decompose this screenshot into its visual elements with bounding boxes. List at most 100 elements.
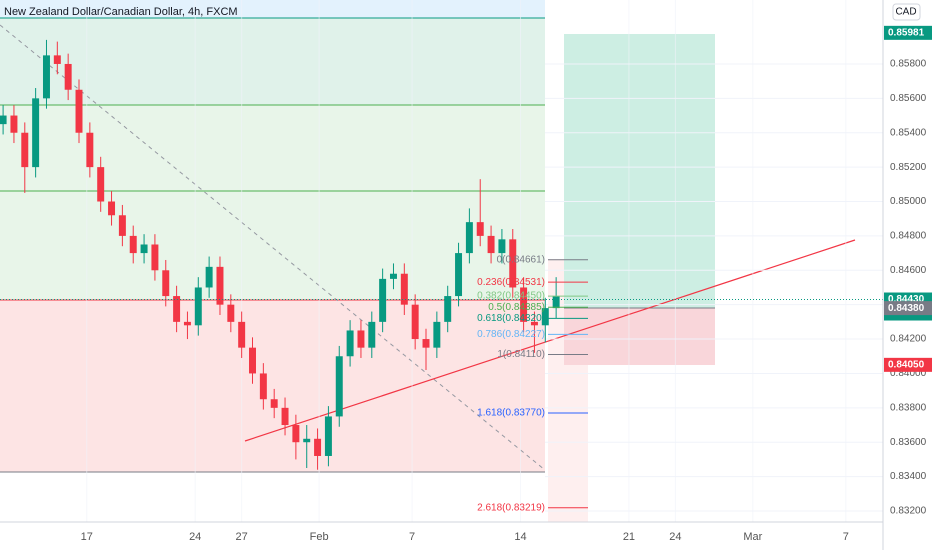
x-tick-label: 7: [843, 531, 849, 543]
candle-body: [346, 330, 354, 357]
candle-body: [422, 339, 430, 348]
candle-body: [541, 308, 549, 326]
profit-zone: [564, 34, 715, 308]
candle-body: [465, 222, 473, 254]
y-tick-label: 0.83800: [890, 402, 927, 413]
candle-body: [118, 215, 126, 236]
loss-zone: [564, 308, 715, 365]
candle-body: [108, 201, 116, 216]
candle-body: [455, 253, 463, 297]
diagonal: [0, 24, 546, 471]
currency: CAD: [895, 7, 916, 18]
fib-label: 0.786(0.84227): [477, 329, 545, 340]
x-tick-label: 21: [623, 531, 635, 543]
candle-body: [151, 244, 159, 271]
fib-label: 2.618(0.83219): [477, 502, 545, 513]
candle-body: [292, 425, 300, 443]
y-tick-label: 0.83600: [890, 437, 927, 448]
x-tick-label: 24: [669, 531, 681, 543]
price-label-box: [884, 357, 932, 372]
candle-body: [281, 407, 289, 426]
candle-body: [10, 115, 18, 133]
x-tick-label: 14: [514, 531, 526, 543]
y-tick-label: 0.85000: [890, 196, 927, 207]
y-tick-label: 0.83400: [890, 471, 927, 482]
candle-body: [476, 222, 484, 236]
candle-body: [389, 273, 397, 279]
candle-body: [97, 167, 105, 202]
candle-body: [162, 270, 170, 297]
price-label: 0.84430: [888, 294, 925, 305]
price-label: 0.84380: [888, 303, 925, 314]
y-tick-label: 0.84800: [890, 231, 927, 242]
candle-body: [314, 438, 322, 456]
fib-label: 0(0.84661): [497, 254, 545, 265]
x-tick-label: Mar: [743, 531, 762, 543]
candle-body: [53, 55, 61, 64]
candle-body: [86, 132, 94, 168]
candle-body: [335, 356, 343, 417]
candle-body: [368, 321, 376, 348]
y-tick-label: 0.85800: [890, 59, 927, 70]
candle-body: [64, 63, 72, 90]
x-tick-label: Feb: [310, 531, 329, 543]
x-tick-label: 17: [81, 531, 93, 543]
price-label: 0.85981: [888, 27, 925, 38]
candle-body: [411, 304, 419, 340]
x-tick-label: 7: [409, 531, 415, 543]
candle-body: [21, 132, 29, 168]
candle-body: [530, 321, 538, 326]
time-axis: [0, 522, 883, 550]
candle-body: [498, 239, 506, 254]
candle-body: [444, 296, 452, 322]
candle-body: [75, 89, 83, 133]
zone: [0, 18, 545, 105]
candle-body: [32, 98, 40, 168]
y-tick-label: 0.84600: [890, 265, 927, 276]
candle-body: [173, 296, 181, 322]
candle-body: [270, 399, 278, 408]
candle-body: [400, 273, 408, 305]
x-tick-label: 24: [189, 531, 201, 543]
zone: [0, 0, 545, 18]
candle-body: [520, 287, 528, 322]
candle-body: [216, 266, 224, 305]
y-tick-label: 0.85200: [890, 162, 927, 173]
price-label-box: [884, 25, 932, 40]
candle-body: [552, 296, 560, 309]
candle-body: [183, 321, 191, 326]
candle-body: [324, 416, 332, 456]
candle-body: [194, 287, 202, 326]
candle-body: [433, 321, 441, 348]
candle-body: [259, 373, 267, 400]
candle-body: [249, 347, 256, 374]
y-tick-label: 0.84200: [890, 334, 927, 345]
candle-body: [42, 55, 50, 99]
fib-label: 0.5(0.84385): [488, 302, 545, 313]
candle-body: [509, 239, 517, 288]
candle-body: [140, 244, 148, 254]
fib-label: 1(0.84110): [497, 349, 545, 360]
candle-body: [0, 115, 7, 125]
y-tick-label: 0.85400: [890, 127, 927, 138]
y-tick-label: 0.83200: [890, 506, 927, 517]
currency-box[interactable]: [892, 3, 921, 21]
price-axis: [883, 0, 932, 550]
candle-body: [303, 438, 311, 443]
candle-body: [487, 235, 495, 254]
fib-label: 1.618(0.83770): [477, 408, 545, 419]
candle-body: [238, 321, 246, 348]
x-tick-label: 27: [236, 531, 248, 543]
fib-label: 0.382(0.84450): [477, 291, 545, 302]
price-label: 0.84050: [888, 359, 925, 370]
candle-body: [379, 278, 387, 322]
y-tick-label: 0.85600: [890, 93, 927, 104]
zone: [0, 105, 545, 300]
y-tick-label: 0.84000: [890, 368, 927, 379]
candle-body: [227, 304, 235, 322]
fib-label: 0.236(0.84531): [477, 277, 545, 288]
zone: [0, 300, 545, 472]
chart-title: New Zealand Dollar/Canadian Dollar, 4h, …: [4, 6, 238, 18]
candle-body: [129, 235, 137, 254]
